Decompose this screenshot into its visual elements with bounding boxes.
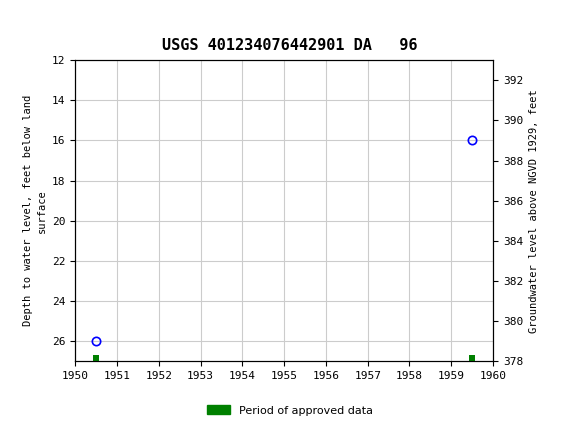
Y-axis label: Depth to water level, feet below land
surface: Depth to water level, feet below land su… [23,95,46,326]
Bar [469,355,475,361]
Bar [93,355,99,361]
Y-axis label: Groundwater level above NGVD 1929, feet: Groundwater level above NGVD 1929, feet [528,89,538,332]
Text: USGS: USGS [49,10,93,28]
Legend: Period of approved data: Period of approved data [203,401,377,420]
Text: USGS 401234076442901 DA   96: USGS 401234076442901 DA 96 [162,38,418,52]
